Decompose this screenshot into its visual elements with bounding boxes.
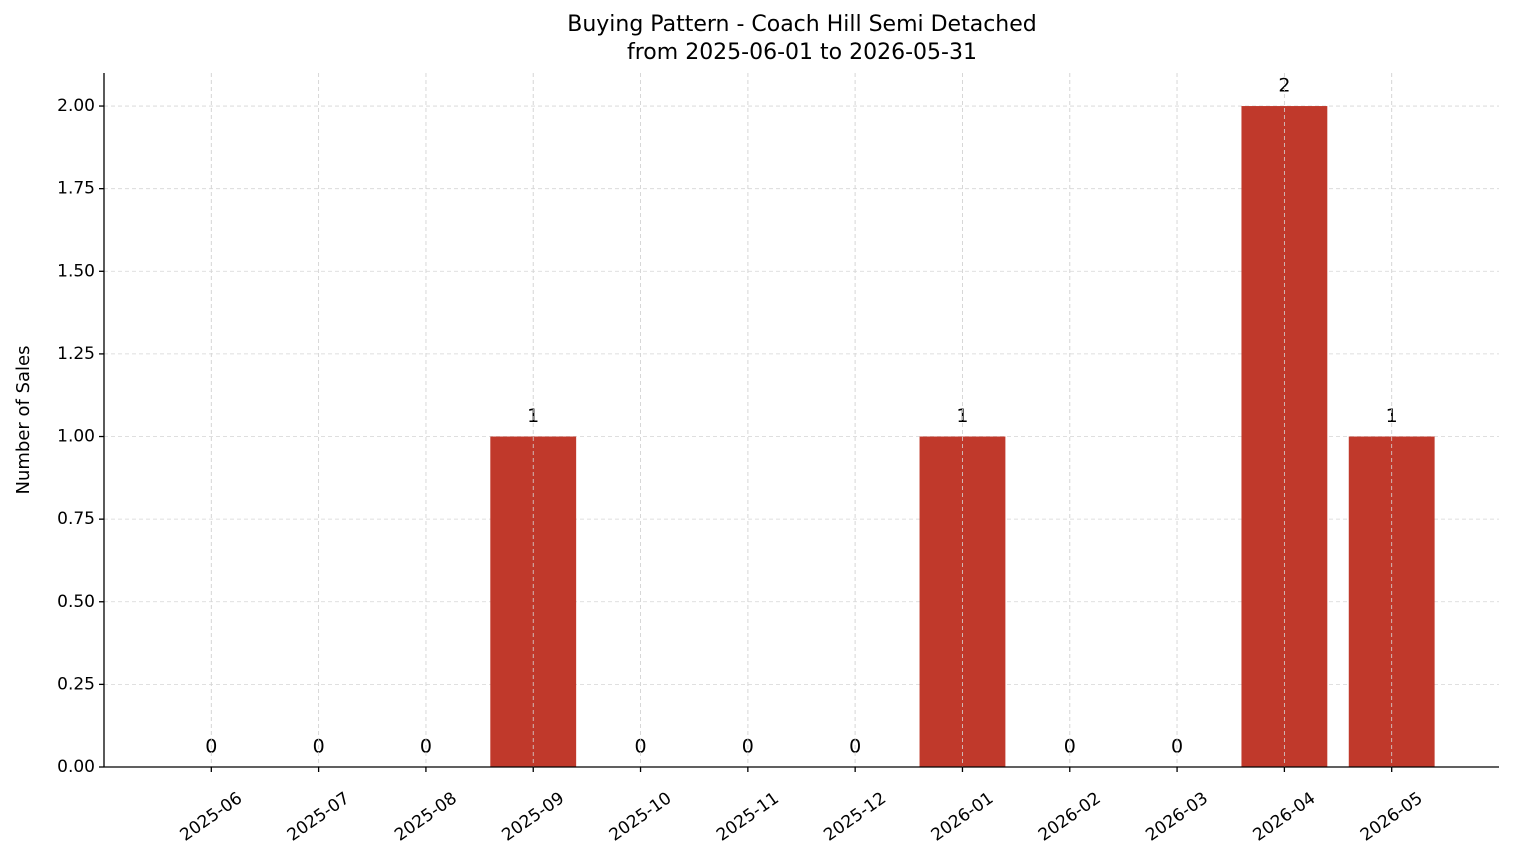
y-tick-label: 1.00 <box>57 427 95 447</box>
x-tick-label: 2025-08 <box>391 788 461 845</box>
chart-subtitle: from 2025-06-01 to 2026-05-31 <box>627 40 977 65</box>
x-tick-label: 2025-06 <box>176 788 246 845</box>
x-tick-label: 2026-02 <box>1035 788 1105 845</box>
y-tick-label: 1.25 <box>57 344 95 364</box>
y-tick-label: 2.00 <box>57 96 95 116</box>
x-tick-label: 2025-09 <box>498 788 568 845</box>
x-tick-label: 2026-03 <box>1142 788 1212 845</box>
y-tick-label: 0.00 <box>57 757 95 777</box>
x-tick-label: 2025-07 <box>284 788 354 845</box>
y-tick-label: 0.50 <box>57 592 95 612</box>
y-tick-label: 0.75 <box>57 509 95 529</box>
x-tick-label: 2026-01 <box>928 788 998 845</box>
y-tick-label: 0.25 <box>57 674 95 694</box>
x-tick-label: 2026-04 <box>1250 788 1320 845</box>
x-tick-label: 2025-10 <box>606 788 676 845</box>
y-tick-label: 1.75 <box>57 179 95 199</box>
y-tick-label: 1.50 <box>57 261 95 281</box>
x-tick-label: 2025-12 <box>820 788 890 845</box>
x-tick-label: 2026-05 <box>1357 788 1427 845</box>
x-tick-label: 2025-11 <box>713 788 783 845</box>
bar <box>1241 106 1328 768</box>
chart-title: Buying Pattern - Coach Hill Semi Detache… <box>567 12 1037 37</box>
value-label: 2 <box>1278 75 1290 97</box>
y-axis-label: Number of Sales <box>13 345 34 494</box>
